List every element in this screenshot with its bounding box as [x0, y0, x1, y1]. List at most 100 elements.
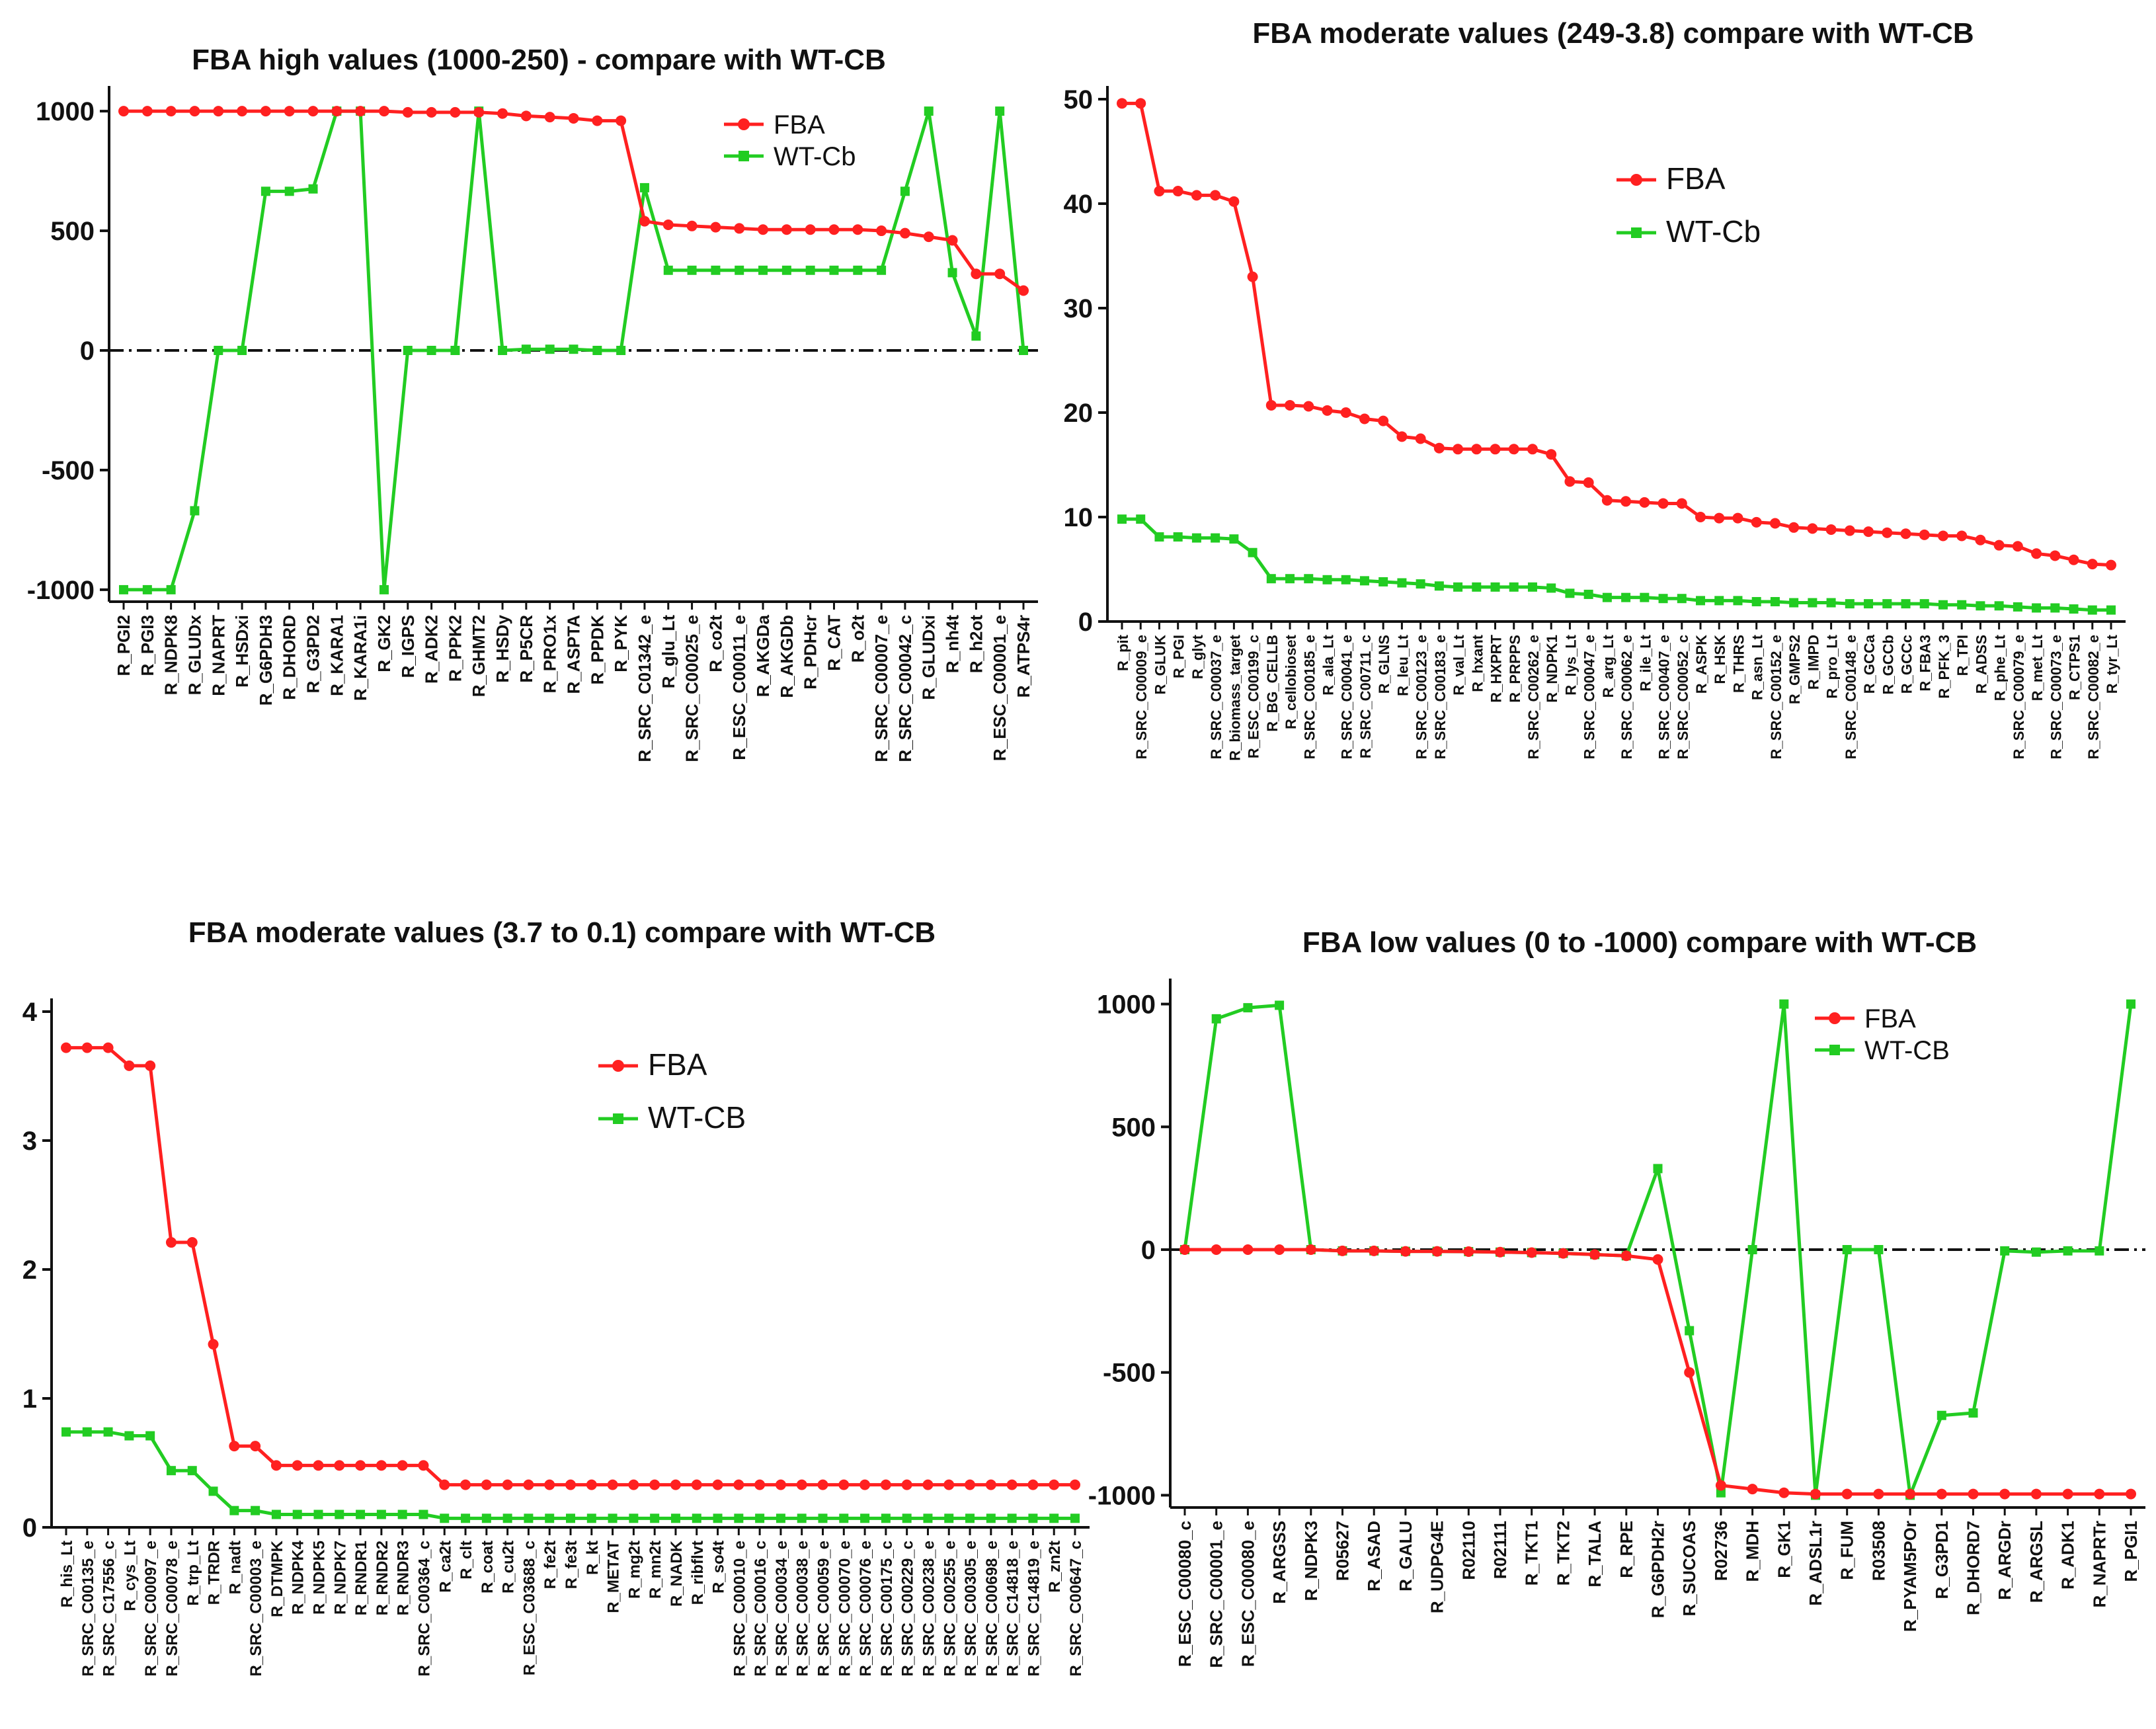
x-category-label: R_co2t: [705, 615, 725, 672]
x-category-label: R_SRC_C00047_e: [1581, 635, 1598, 759]
x-category-label: R_SRC_C00238_e: [920, 1541, 938, 1676]
x-category-label: R_SRC_C00148_e: [1843, 635, 1859, 759]
x-category-label: R_phe_Lt: [1992, 634, 2009, 701]
x-category-label: R_SRC_C00711_c: [1357, 635, 1374, 758]
data-point-fba: [733, 1479, 744, 1490]
x-category-label: R_SRC_C00175_c: [878, 1541, 896, 1676]
data-point-fba: [985, 1479, 996, 1490]
data-point-fba: [1905, 1488, 1916, 1500]
data-point-fba: [1211, 1244, 1222, 1255]
x-category-label: R_glu_Lt: [659, 615, 678, 689]
data-point-fba: [1882, 527, 1893, 538]
x-category-label: R_SRC_C00082_e: [2085, 635, 2102, 759]
x-category-label: R_NDPK7: [331, 1541, 349, 1615]
data-point-wt-cb: [1602, 592, 1612, 602]
data-point-fba: [2030, 1488, 2042, 1500]
data-point-fba: [497, 108, 508, 119]
x-category-label: R_BG_CELLB: [1264, 635, 1281, 732]
data-point-fba: [1135, 98, 1146, 109]
x-category-label: R_SRC_C00097_e: [142, 1541, 160, 1676]
x-category-label: R_ARGSL: [2026, 1521, 2046, 1603]
data-point-fba: [922, 1479, 934, 1490]
data-point-fba: [1975, 534, 1986, 545]
data-point-fba: [1378, 415, 1389, 426]
x-category-label: R_mn2t: [647, 1541, 664, 1599]
x-category-label: R_SRC_C00001_e: [1207, 1521, 1226, 1668]
data-point-wt-cb: [1248, 547, 1258, 557]
data-point-fba: [1415, 433, 1426, 444]
legend-label: FBA: [774, 110, 825, 140]
data-point-fba: [1714, 512, 1725, 524]
x-category-label: R_cellobioset: [1283, 634, 1299, 729]
y-tick-label: 4: [22, 998, 38, 1027]
data-point-fba: [1841, 1488, 1853, 1500]
data-point-wt-cb: [82, 1427, 92, 1437]
x-category-label: R_pit: [1115, 634, 1131, 671]
data-point-wt-cb: [1842, 1245, 1852, 1254]
y-tick-label: 0: [1078, 608, 1093, 637]
data-point-fba: [1463, 1246, 1474, 1257]
data-point-fba: [450, 106, 461, 118]
data-point-wt-cb: [692, 1513, 701, 1523]
data-point-fba: [838, 1479, 850, 1490]
x-category-label: R_UDPG4E: [1427, 1521, 1447, 1613]
data-point-wt-cb: [208, 1486, 218, 1496]
x-category-label: R_lys_Lt: [1562, 634, 1579, 695]
data-point-fba: [1303, 401, 1314, 412]
data-point-fba: [1322, 405, 1333, 416]
data-point-wt-cb: [2106, 605, 2116, 615]
x-category-label: R_NDPK8: [161, 615, 181, 695]
data-point-fba: [1179, 1244, 1190, 1255]
data-point-wt-cb: [403, 346, 413, 355]
x-category-label: R_GMPS2: [1786, 635, 1803, 704]
data-point-wt-cb: [1565, 588, 1575, 598]
chart-title: FBA high values (1000-250) - compare wit…: [192, 44, 886, 76]
x-category-label: R_SRC_C00305_e: [962, 1541, 980, 1676]
legend-swatch-marker: [1829, 1045, 1840, 1055]
x-category-label: R_ESC_C03688_c: [520, 1541, 538, 1675]
x-category-label: R_SRC_C00070_e: [836, 1541, 854, 1676]
legend-swatch-marker: [738, 118, 750, 130]
data-point-fba: [899, 227, 910, 239]
x-category-label: R_SRC_C00647_c: [1067, 1541, 1085, 1676]
data-point-wt-cb: [586, 1513, 596, 1523]
data-point-fba: [1732, 512, 1743, 524]
data-point-wt-cb: [1779, 999, 1789, 1009]
data-point-fba: [586, 1479, 597, 1490]
x-category-label: R_SRC_C17556_c: [100, 1541, 118, 1676]
data-point-fba: [1400, 1246, 1411, 1257]
y-tick-label: 0: [22, 1513, 37, 1543]
data-point-wt-cb: [1322, 575, 1332, 584]
x-category-label: R_GALU: [1396, 1521, 1416, 1591]
x-category-label: R_SRC_C00042_c: [895, 615, 915, 762]
x-category-label: R_SRC_C00052_c: [1675, 635, 1691, 759]
x-category-label: R_coat: [479, 1541, 497, 1593]
x-category-label: R05627: [1333, 1521, 1353, 1581]
data-point-wt-cb: [734, 1513, 744, 1523]
data-point-wt-cb: [1341, 575, 1351, 584]
data-point-wt-cb: [900, 186, 910, 196]
data-point-fba: [81, 1042, 93, 1053]
data-point-wt-cb: [379, 584, 389, 594]
data-point-wt-cb: [1070, 1513, 1080, 1523]
data-point-wt-cb: [2087, 605, 2097, 615]
data-point-wt-cb: [924, 106, 934, 116]
legend-label: FBA: [648, 1047, 707, 1082]
data-point-wt-cb: [502, 1513, 512, 1523]
x-category-label: R02111: [1490, 1521, 1510, 1579]
data-point-fba: [1247, 271, 1258, 282]
data-point-fba: [1117, 98, 1127, 109]
data-point-fba: [1968, 1488, 1979, 1500]
data-point-wt-cb: [735, 265, 744, 275]
x-category-label: R_SRC_C00009_e: [1133, 635, 1150, 759]
data-point-wt-cb: [166, 584, 176, 594]
data-point-wt-cb: [2126, 999, 2136, 1009]
data-point-fba: [520, 110, 532, 122]
data-point-fba: [355, 106, 366, 117]
data-point-fba: [817, 1479, 828, 1490]
x-category-label: R_SRC_C00364_c: [415, 1541, 433, 1676]
x-category-label: R_ASPTA: [564, 615, 584, 694]
data-point-wt-cb: [1653, 1164, 1663, 1174]
legend-label: WT-Cb: [1666, 214, 1761, 249]
data-point-wt-cb: [670, 1513, 680, 1523]
